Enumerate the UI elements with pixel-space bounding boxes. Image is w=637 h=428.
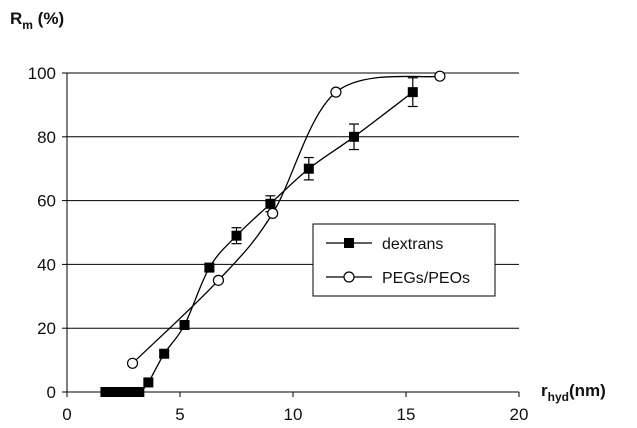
data-point-dextrans-10 xyxy=(204,262,215,273)
data-point-pegs-peos-4 xyxy=(434,70,446,82)
legend-pegs-marker xyxy=(343,271,355,283)
x-tick-labels: 0 5 10 15 20 xyxy=(62,405,528,424)
data-point-dextrans-5 xyxy=(127,387,138,397)
legend-dextrans-marker xyxy=(344,238,354,248)
x-tick-label-0: 0 xyxy=(62,405,71,424)
x-axis-title-sub: hyd xyxy=(548,390,569,404)
y-tick-label-40: 40 xyxy=(37,255,56,274)
legend-pegs-label: PEGs/PEOs xyxy=(382,270,470,287)
x-tick-label-10: 10 xyxy=(284,405,303,424)
y-axis-title-unit: (%) xyxy=(33,9,64,28)
series-line-pegs-peos xyxy=(132,75,440,364)
data-point-dextrans-11 xyxy=(231,230,242,241)
y-tick-label-60: 60 xyxy=(37,192,56,211)
y-tick-label-80: 80 xyxy=(37,128,56,147)
y-tick-label-100: 100 xyxy=(28,64,56,83)
legend-box xyxy=(312,223,496,297)
x-tick-label-5: 5 xyxy=(175,405,184,424)
x-tick-label-15: 15 xyxy=(397,405,416,424)
y-axis-title-sub: m xyxy=(22,18,33,32)
data-point-dextrans-0 xyxy=(100,387,111,397)
legend: dextrans PEGs/PEOs xyxy=(312,223,496,297)
data-point-dextrans-13 xyxy=(303,163,314,174)
data-point-pegs-peos-2 xyxy=(267,207,279,219)
markers xyxy=(100,70,446,397)
data-point-dextrans-7 xyxy=(143,377,154,388)
x-axis-title-unit: (nm) xyxy=(569,381,606,400)
data-point-pegs-peos-3 xyxy=(330,86,342,98)
data-point-dextrans-4 xyxy=(120,387,131,397)
data-point-pegs-peos-1 xyxy=(212,274,225,286)
data-point-dextrans-8 xyxy=(159,348,170,359)
y-tick-label-0: 0 xyxy=(47,383,56,402)
data-point-dextrans-14 xyxy=(349,131,360,142)
y-tick-label-20: 20 xyxy=(37,319,56,338)
data-point-dextrans-6 xyxy=(134,387,145,397)
data-point-dextrans-12 xyxy=(265,198,276,209)
y-tick-labels: 0 20 40 60 80 100 xyxy=(28,64,56,402)
data-point-pegs-peos-0 xyxy=(126,357,139,369)
x-axis-title: rhyd(nm) xyxy=(541,381,606,404)
data-point-dextrans-9 xyxy=(179,320,190,331)
x-tick-label-20: 20 xyxy=(510,405,529,424)
data-point-dextrans-15 xyxy=(407,87,418,98)
y-axis-title: Rm (%) xyxy=(10,9,64,32)
x-axis-title-main: r xyxy=(541,381,548,400)
error-bars xyxy=(159,77,418,358)
legend-dextrans-label: dextrans xyxy=(382,236,443,253)
y-axis-title-main: R xyxy=(10,9,22,28)
